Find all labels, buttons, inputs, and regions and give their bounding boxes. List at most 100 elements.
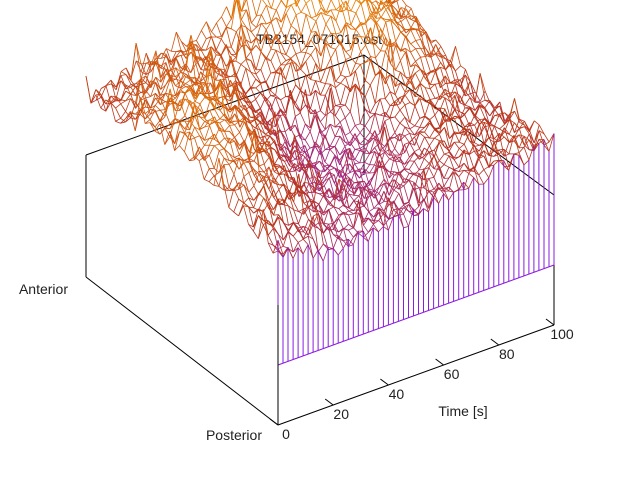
mesh-line bbox=[336, 49, 341, 75]
mesh-line bbox=[155, 105, 160, 110]
mesh-line bbox=[361, 52, 366, 63]
mesh-line bbox=[335, 116, 340, 122]
mesh-line bbox=[395, 110, 400, 117]
mesh-line bbox=[293, 242, 298, 252]
mesh-line bbox=[259, 164, 264, 166]
mesh-line bbox=[335, 106, 340, 107]
mesh-line bbox=[325, 135, 330, 149]
mesh-line bbox=[414, 149, 419, 152]
mesh-line bbox=[429, 168, 434, 178]
mesh-line bbox=[323, 227, 328, 234]
mesh-line bbox=[271, 50, 276, 61]
mesh-line bbox=[409, 188, 414, 202]
mesh-line bbox=[351, 0, 356, 11]
mesh-line bbox=[436, 62, 441, 71]
mesh-line bbox=[429, 177, 434, 178]
mesh-line bbox=[406, 5, 411, 8]
mesh-line bbox=[136, 84, 141, 85]
mesh-line bbox=[86, 76, 91, 103]
mesh-line bbox=[271, 0, 276, 8]
mesh-line bbox=[351, 11, 356, 13]
mesh-line bbox=[320, 95, 325, 111]
mesh-line bbox=[295, 135, 300, 162]
mesh-line bbox=[212, 23, 217, 32]
mesh-line bbox=[256, 88, 261, 93]
mesh-line bbox=[284, 200, 289, 226]
mesh-line bbox=[454, 167, 459, 169]
mesh-line bbox=[121, 111, 126, 118]
mesh-line bbox=[416, 39, 421, 40]
mesh-line bbox=[201, 70, 206, 71]
mesh-line bbox=[226, 19, 231, 27]
mesh-line bbox=[455, 66, 460, 71]
mesh-line bbox=[241, 64, 246, 68]
mesh-line bbox=[389, 184, 394, 190]
mesh-line bbox=[395, 123, 400, 133]
mesh-line bbox=[266, 57, 271, 73]
mesh-line bbox=[444, 167, 449, 178]
mesh-line bbox=[345, 105, 350, 112]
mesh-line bbox=[298, 230, 303, 239]
mesh-line bbox=[326, 15, 331, 16]
mesh-line bbox=[351, 13, 356, 25]
mesh-line bbox=[425, 101, 430, 116]
mesh-line bbox=[216, 37, 221, 39]
mesh-line bbox=[249, 186, 254, 192]
mesh-line bbox=[420, 132, 425, 133]
mesh-line bbox=[160, 110, 165, 111]
mesh-line bbox=[459, 142, 464, 144]
mesh-line bbox=[529, 145, 534, 160]
mesh-line bbox=[405, 136, 410, 143]
mesh-line bbox=[244, 163, 249, 173]
mesh-line bbox=[439, 194, 444, 204]
mesh-line bbox=[261, 52, 266, 57]
mesh-line bbox=[271, 91, 276, 95]
mesh-line bbox=[266, 97, 271, 110]
mesh-line bbox=[499, 160, 504, 166]
mesh-line bbox=[321, 84, 326, 96]
mesh-line bbox=[275, 156, 280, 165]
mesh-line bbox=[365, 132, 370, 139]
mesh-line bbox=[348, 239, 353, 244]
mesh-line bbox=[176, 32, 181, 52]
mesh-line bbox=[385, 79, 390, 91]
mesh-line bbox=[246, 52, 251, 59]
mesh-line bbox=[434, 138, 439, 140]
mesh-line bbox=[301, 3, 306, 12]
mesh-line bbox=[369, 208, 374, 211]
time-axis-line bbox=[278, 325, 554, 425]
mesh-line bbox=[311, 18, 316, 21]
mesh-line bbox=[340, 107, 345, 118]
mesh-line bbox=[331, 0, 336, 10]
mesh-line bbox=[146, 97, 151, 98]
mesh-line bbox=[126, 68, 131, 81]
mesh-line bbox=[338, 248, 343, 255]
time-tick-mark bbox=[380, 379, 388, 385]
mesh-line bbox=[374, 194, 379, 203]
mesh-line bbox=[405, 95, 410, 102]
mesh-line bbox=[131, 87, 136, 95]
mesh-line bbox=[365, 162, 370, 164]
mesh-line bbox=[331, 49, 336, 58]
mesh-line bbox=[385, 99, 390, 106]
mesh-line bbox=[280, 115, 285, 131]
mesh-line bbox=[235, 125, 240, 133]
mesh-line bbox=[225, 125, 230, 131]
mesh-line bbox=[411, 49, 416, 53]
mesh-line bbox=[469, 178, 474, 189]
mesh-line bbox=[333, 249, 338, 255]
mesh-line bbox=[241, 60, 246, 65]
mesh-line bbox=[286, 13, 291, 25]
mesh-line bbox=[434, 169, 439, 170]
mesh-line bbox=[293, 223, 298, 230]
mesh-line bbox=[341, 83, 346, 86]
mesh-line bbox=[181, 41, 186, 51]
mesh-line bbox=[296, 54, 301, 67]
mesh-line bbox=[549, 134, 554, 152]
mesh-line bbox=[271, 73, 276, 91]
mesh-line bbox=[335, 136, 340, 137]
mesh-line bbox=[350, 125, 355, 132]
mesh-line bbox=[346, 50, 351, 52]
mesh-line bbox=[229, 164, 234, 174]
mesh-line bbox=[415, 118, 420, 125]
